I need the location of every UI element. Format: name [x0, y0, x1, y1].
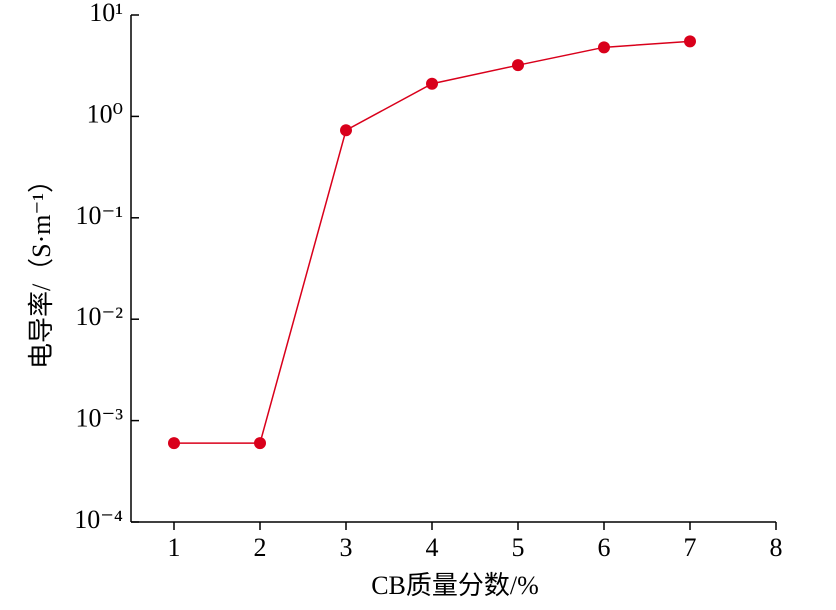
x-tick-label: 2 — [254, 533, 267, 562]
data-point — [684, 35, 696, 48]
y-tick-label: 10¹ — [89, 0, 123, 27]
x-tick-label: 5 — [512, 533, 525, 562]
y-tick-label: 10⁰ — [87, 99, 123, 128]
x-tick-label: 4 — [426, 533, 439, 562]
x-tick-label: 6 — [598, 533, 611, 562]
data-line — [174, 40, 691, 444]
x-axis-label: CB质量分数/% — [371, 571, 539, 600]
x-tick-label: 8 — [770, 533, 783, 562]
y-tick-label: 10⁻² — [75, 302, 123, 331]
data-point — [340, 124, 352, 137]
data-point — [426, 77, 438, 90]
data-point — [512, 59, 524, 72]
x-tick-label: 7 — [684, 533, 697, 562]
x-tick-label: 1 — [168, 533, 181, 562]
data-point — [598, 41, 610, 54]
y-tick-label: 10⁻⁴ — [74, 505, 123, 534]
y-tick-label: 10⁻³ — [75, 404, 123, 433]
data-point — [254, 437, 266, 450]
y-axis-label: 电导率/（S·m⁻¹） — [27, 167, 56, 369]
x-tick-label: 3 — [340, 533, 353, 562]
data-point — [168, 437, 180, 450]
y-tick-label: 10⁻¹ — [75, 201, 123, 230]
